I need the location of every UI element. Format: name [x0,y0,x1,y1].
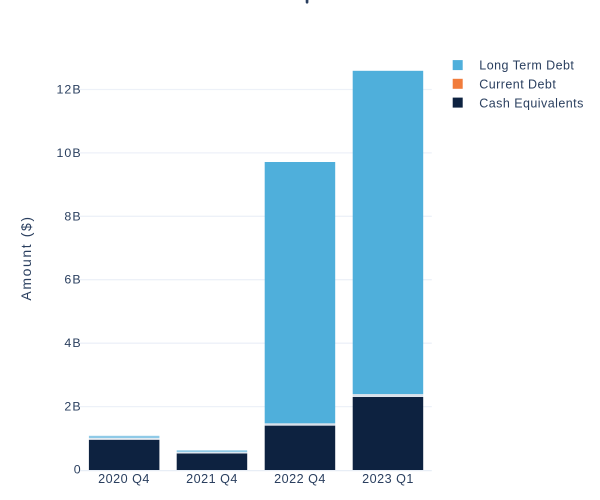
svg-text:0: 0 [74,463,82,477]
svg-text:6B: 6B [64,273,81,287]
svg-text:12B: 12B [56,83,81,97]
svg-text:Cash Equivalents: Cash Equivalents [479,96,583,110]
svg-text:Current Debt: Current Debt [479,78,556,92]
svg-text:8B: 8B [64,209,81,223]
svg-text:4B: 4B [64,336,81,350]
svg-text:2020 Q4: 2020 Q4 [98,472,150,486]
svg-text:10B: 10B [56,146,81,160]
svg-text:2022 Q4: 2022 Q4 [274,472,326,486]
svg-text:Long Term Debt: Long Term Debt [479,59,574,73]
svg-text:2021 Q4: 2021 Q4 [186,472,238,486]
svg-text:2023 Q1: 2023 Q1 [362,472,414,486]
svg-text:2B: 2B [64,400,81,414]
svg-text:Amount ($): Amount ($) [18,215,34,300]
